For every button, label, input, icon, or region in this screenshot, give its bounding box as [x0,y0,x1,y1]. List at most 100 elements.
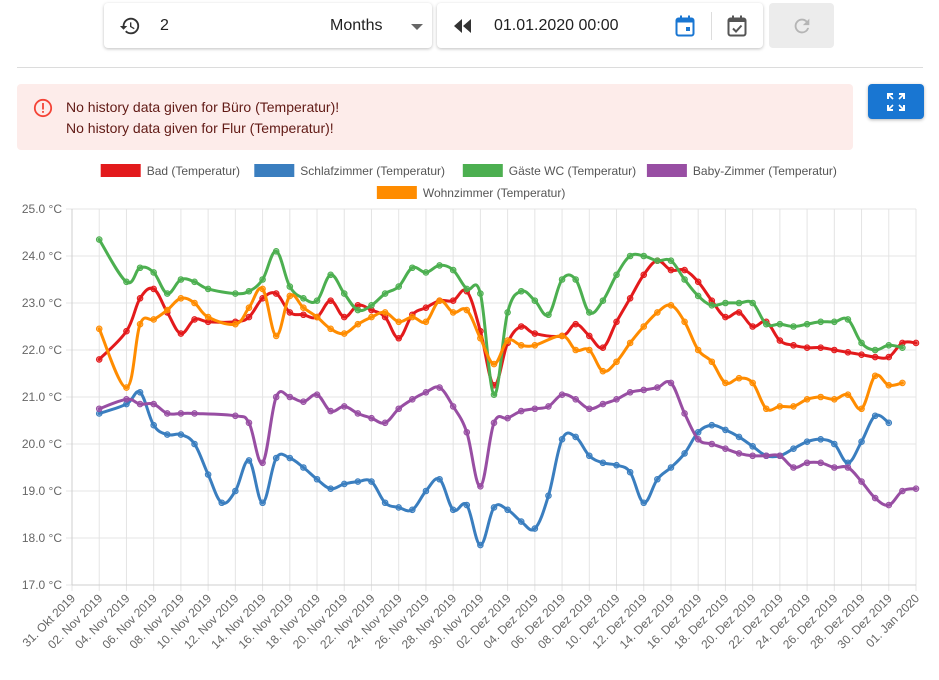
refresh-icon [791,15,813,37]
data-point [545,403,552,410]
data-point [136,295,144,302]
calendar-check-icon[interactable] [725,14,749,38]
data-point [504,414,511,422]
data-point [912,339,920,347]
data-point [340,403,348,410]
data-point [585,309,593,316]
temperature-chart: Bad (Temperatur) Schlafzimmer (Temperatur… [20,164,922,652]
range-value[interactable]: 2 [160,17,169,34]
data-point [654,384,661,391]
data-point [558,391,566,398]
y-tick-label: 20.0 °C [22,437,62,451]
data-point [531,342,539,349]
data-point [463,306,471,314]
data-point [858,339,865,347]
start-date-value[interactable]: 01.01.2020 00:00 [494,17,619,34]
data-point [858,438,865,445]
data-point [381,309,389,316]
data-point [613,271,620,279]
data-point [422,318,430,326]
start-date-field[interactable]: 01.01.2020 00:00 [437,3,763,48]
data-point [708,358,716,366]
data-point [150,269,157,276]
data-point [776,320,784,328]
data-point [858,351,865,358]
data-point [613,318,620,326]
data-point [477,334,484,342]
data-point [204,313,212,321]
data-point [395,334,403,342]
data-point [191,316,198,323]
data-point [150,316,157,323]
data-point [272,248,280,255]
data-point [517,407,525,415]
legend-label: Bad (Temperatur) [147,164,240,178]
data-point [163,290,171,297]
data-point [572,346,579,354]
data-point [694,428,702,436]
data-point [585,405,593,413]
data-point [368,302,375,309]
data-point [899,344,906,351]
data-point [817,436,825,443]
history-icon [118,14,142,38]
data-point [368,313,375,321]
data-point [395,283,403,290]
series-line [97,259,918,387]
field-divider [711,12,712,40]
data-point [640,499,648,507]
dropdown-arrow-icon[interactable] [408,18,426,36]
fullscreen-icon [886,92,906,112]
refresh-button[interactable] [769,3,834,48]
rewind-icon[interactable] [449,15,475,37]
data-point [259,285,266,293]
data-point [286,393,294,401]
data-point [517,342,525,349]
data-point [831,318,838,326]
data-point [422,389,430,396]
data-point [531,297,539,304]
data-point [123,396,130,403]
legend-label: Schlafzimmer (Temperatur) [300,164,445,178]
data-point [681,410,688,417]
data-point [640,323,648,330]
data-point [204,285,212,293]
data-point [722,379,729,387]
data-point [436,384,443,391]
y-tick-label: 25.0 °C [22,202,62,216]
data-point [300,398,307,405]
data-point [749,379,756,387]
fullscreen-button[interactable] [868,84,924,119]
data-point [177,431,185,438]
data-point [177,295,185,302]
calendar-icon[interactable] [673,14,697,38]
data-point [858,478,865,485]
data-point [708,302,716,309]
data-point [245,419,253,427]
data-point [694,436,702,443]
data-point [313,297,321,304]
history-range-field[interactable]: 2 Months [104,3,432,48]
data-point [232,412,239,420]
range-unit-select[interactable]: Months [330,17,383,34]
data-point [463,428,471,436]
data-point [395,504,403,511]
data-point [599,400,607,408]
data-point [871,353,879,361]
data-point [831,440,838,448]
data-point [504,506,511,514]
data-point [735,299,743,307]
data-point [654,309,661,316]
alert-line-2: No history data given for Flur (Temperat… [66,120,334,136]
data-point [885,381,893,389]
data-point [150,285,157,293]
data-point [340,480,348,488]
data-point [123,327,130,335]
data-point [776,403,784,410]
data-point [136,264,144,272]
series-line [97,380,918,507]
data-point [177,330,185,337]
data-point [585,346,593,354]
data-point [735,374,743,382]
data-point [245,287,253,295]
